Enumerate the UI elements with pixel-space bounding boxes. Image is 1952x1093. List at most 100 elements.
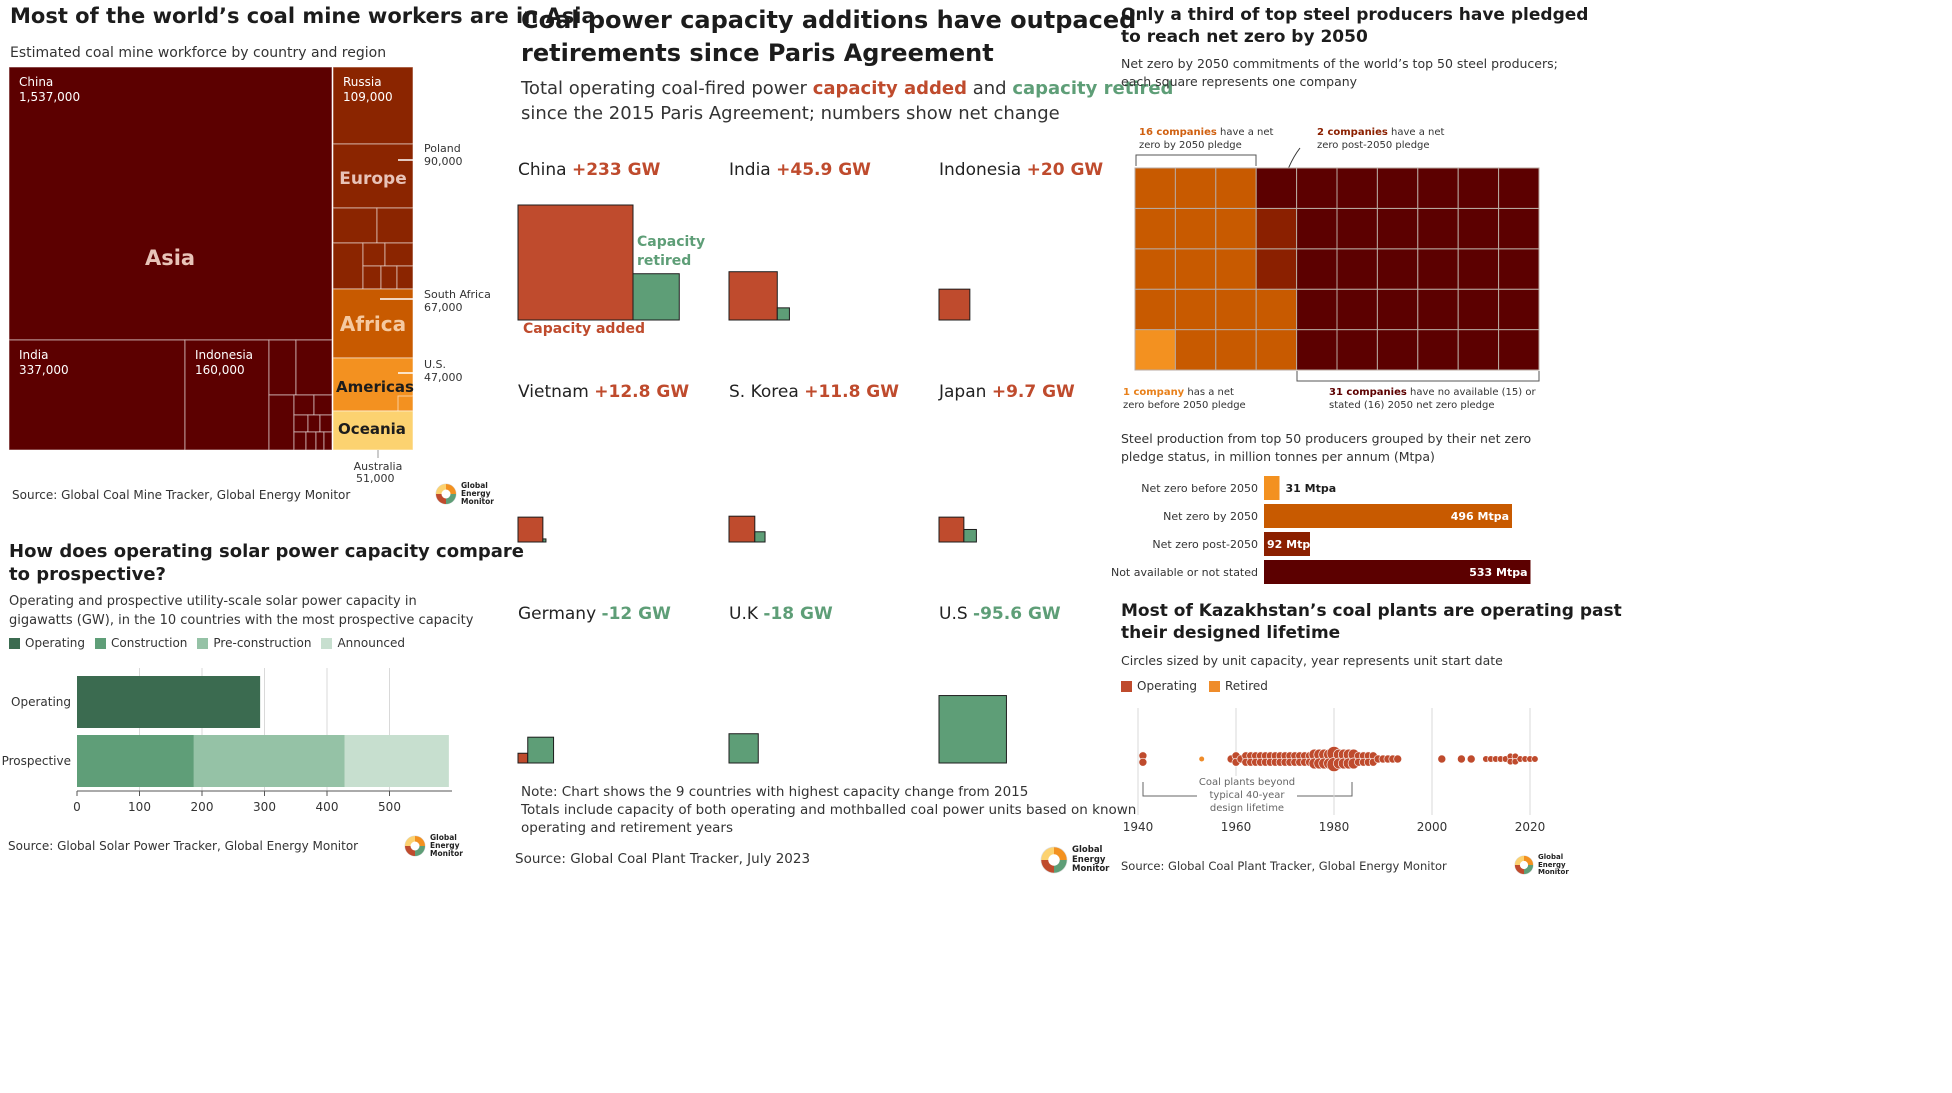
coal-country-label: India +45.9 GW bbox=[729, 160, 871, 180]
coal-added-square bbox=[517, 204, 634, 321]
kz-operating-circle bbox=[1457, 754, 1466, 764]
waffle-square-by-2050 bbox=[1255, 288, 1298, 331]
gem-logo-text: Global Energy Monitor bbox=[1072, 845, 1110, 874]
legend-announced: Announced bbox=[337, 636, 406, 650]
coal-country-label: Germany -12 GW bbox=[518, 604, 671, 624]
legend-swatch-construction bbox=[95, 637, 106, 649]
cell-asia-small bbox=[313, 394, 333, 416]
steel-bar-chart: Net zero before 2050 31 Mtpa Net zero by 2… bbox=[1111, 476, 1531, 584]
waffle-square-by-2050 bbox=[1134, 207, 1176, 250]
coal-retired-square bbox=[938, 695, 1007, 764]
coal-note: Note: Chart shows the 9 countries with h… bbox=[521, 784, 1137, 836]
waffle-square-by-2050 bbox=[1215, 207, 1257, 250]
kz-operating-circle bbox=[1138, 757, 1148, 767]
solar-chart: 0 100 200 300 400 500 Operating Prospective bbox=[2, 668, 452, 814]
region-asia-label: Asia bbox=[145, 246, 195, 270]
coal-added-square bbox=[728, 515, 756, 543]
waffle-square-na bbox=[1498, 207, 1540, 250]
cell-asia-small bbox=[293, 394, 315, 416]
coal-chart: China +233 GW India +45.9 GW Indonesia +20… bbox=[517, 160, 1103, 764]
cell-india-name: India bbox=[19, 348, 48, 362]
steel-bar bbox=[1264, 560, 1531, 584]
waffle-square-by-2050 bbox=[1134, 248, 1176, 290]
legend-kz-retired: Retired bbox=[1225, 679, 1268, 693]
cell-russia-name: Russia bbox=[343, 75, 382, 89]
steel-bar-value: 533 Mtpa bbox=[1469, 566, 1527, 579]
gem-logo-treemap: Global Energy Monitor bbox=[435, 482, 494, 506]
coal-country-label: S. Korea +11.8 GW bbox=[729, 382, 899, 402]
coal-label-retired: Capacity retired bbox=[637, 234, 706, 269]
solar-tick-label: 100 bbox=[128, 800, 151, 814]
waffle-square-na bbox=[1336, 288, 1378, 331]
waffle-square-by-2050 bbox=[1215, 288, 1257, 331]
waffle-square-post-2050 bbox=[1255, 248, 1298, 290]
legend-swatch-operating bbox=[1121, 680, 1132, 692]
waffle-square-na bbox=[1498, 167, 1540, 209]
steel-ann-before-2050: 1 company has a net zero before 2050 pled… bbox=[1123, 387, 1246, 411]
cell-india-value: 337,000 bbox=[19, 363, 69, 377]
waffle-square-na bbox=[1417, 329, 1459, 371]
bracket-na bbox=[1296, 371, 1540, 382]
waffle-square-na bbox=[1457, 167, 1500, 209]
steel-bar-category: Net zero post-2050 bbox=[1152, 538, 1258, 551]
waffle-square-by-2050 bbox=[1134, 288, 1176, 331]
waffle-square-na bbox=[1417, 248, 1459, 290]
legend-kz-operating: Operating bbox=[1137, 679, 1197, 693]
cell-russia-value: 109,000 bbox=[343, 90, 393, 104]
globe-logo-icon bbox=[404, 835, 426, 857]
coal-retired-square bbox=[728, 733, 759, 764]
solar-source: Source: Global Solar Power Tracker, Glob… bbox=[8, 839, 359, 853]
kz-legend: Operating Retired bbox=[1121, 679, 1268, 693]
legend-construction: Construction bbox=[111, 636, 188, 650]
treemap-title: Most of the world’s coal mine workers ar… bbox=[10, 4, 596, 28]
kz-annotation: Coal plants beyond typical 40-year design … bbox=[1197, 776, 1297, 815]
waffle-square-by-2050 bbox=[1215, 329, 1257, 371]
legend-swatch-retired bbox=[1209, 680, 1220, 692]
waffle-square-na bbox=[1417, 288, 1459, 331]
steel-bar bbox=[1264, 504, 1512, 528]
legend-operating: Operating bbox=[25, 636, 85, 650]
kz-operating-circle bbox=[1466, 754, 1476, 764]
steel-bar-category: Net zero before 2050 bbox=[1141, 482, 1258, 495]
solar-subtitle: Operating and prospective utility-scale … bbox=[9, 594, 474, 628]
region-europe-label: Europe bbox=[339, 169, 406, 189]
globe-logo-icon bbox=[1040, 846, 1068, 874]
cell-europe-small bbox=[376, 207, 414, 244]
steel-ann-na: 31 companies have no available (15) or st… bbox=[1329, 387, 1536, 411]
coal-subtitle: Total operating coal-fired power capacit… bbox=[521, 78, 1174, 124]
waffle-square-by-2050 bbox=[1174, 167, 1217, 209]
solar-bar-construction bbox=[77, 735, 194, 787]
region-africa-label: Africa bbox=[340, 312, 406, 336]
coal-retired-square bbox=[527, 736, 555, 764]
waffle-square-na bbox=[1296, 207, 1338, 250]
waffle-square-na bbox=[1336, 167, 1378, 209]
solar-bar-pre-construction bbox=[193, 735, 345, 787]
cell-asia-small bbox=[293, 414, 309, 433]
kz-tick-label: 1960 bbox=[1221, 820, 1252, 834]
solar-tick-label: 200 bbox=[191, 800, 214, 814]
waffle-square-na bbox=[1498, 329, 1540, 371]
waffle-square-na bbox=[1498, 248, 1540, 290]
coal-country-label: Japan +9.7 GW bbox=[938, 382, 1075, 402]
steel-bar-value: 496 Mtpa bbox=[1451, 510, 1509, 523]
waffle-square-na bbox=[1296, 248, 1338, 290]
waffle-square-before-2050 bbox=[1134, 329, 1176, 371]
waffle-square-na bbox=[1498, 288, 1540, 331]
cell-russia bbox=[332, 66, 414, 145]
waffle-square-na bbox=[1376, 329, 1419, 371]
legend-pre-construction: Pre-construction bbox=[213, 636, 312, 650]
cell-africa bbox=[332, 288, 414, 359]
callout-us-name: U.S. bbox=[424, 358, 446, 371]
callout-australia-value: 51,000 bbox=[356, 472, 395, 485]
coal-added-square bbox=[517, 752, 529, 764]
coal-retired-square bbox=[632, 273, 680, 321]
subtitle-retired: capacity retired bbox=[1012, 78, 1174, 99]
treemap-cells bbox=[8, 66, 414, 451]
coal-added-square bbox=[938, 516, 965, 543]
waffle-square-by-2050 bbox=[1134, 167, 1176, 209]
steel-title: Only a third of top steel producers have… bbox=[1121, 5, 1589, 47]
cell-asia-small bbox=[293, 431, 307, 451]
cell-india bbox=[8, 339, 186, 451]
waffle-square-na bbox=[1336, 329, 1378, 371]
solar-tick-label: 400 bbox=[316, 800, 339, 814]
